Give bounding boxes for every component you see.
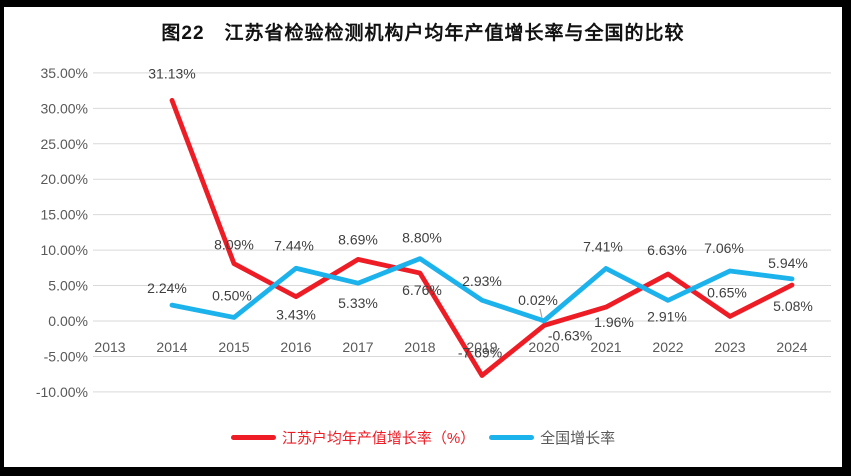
y-tick-label: 10.00% (41, 242, 88, 258)
x-tick-label: 2020 (528, 339, 559, 355)
chart-svg: 35.00% 30.00% 25.00% 20.00% 15.00% 10.00% 5.00… (36, 65, 831, 400)
y-tick-label: 30.00% (41, 100, 88, 116)
x-tick-label: 2016 (280, 339, 311, 355)
data-label-national: 7.44% (274, 237, 314, 253)
data-label-jiangsu: 0.65% (707, 284, 747, 300)
x-tick-label: 2015 (218, 339, 249, 355)
label-leader-line (539, 308, 543, 318)
data-label-national: 2.91% (647, 308, 687, 324)
data-label-jiangsu: 1.96% (594, 314, 634, 330)
data-label-national: 8.80% (402, 230, 442, 246)
data-label-national: 2.24% (147, 280, 187, 296)
data-label-national: 7.06% (704, 240, 744, 256)
y-tick-label: -10.00% (36, 384, 88, 400)
data-label-jiangsu: -0.63% (548, 327, 592, 343)
x-tick-label: 2019 (466, 339, 497, 355)
data-label-jiangsu: 5.08% (773, 298, 813, 314)
data-label-jiangsu: -7.69% (458, 345, 502, 361)
y-tick-label: 20.00% (41, 171, 88, 187)
series-line-jiangsu (169, 97, 795, 378)
data-label-national: 7.41% (583, 238, 623, 254)
data-label-jiangsu: 6.63% (647, 242, 687, 258)
data-label-national: 0.02% (518, 292, 558, 308)
x-tick-label: 2014 (156, 339, 187, 355)
x-tick-label: 2018 (404, 339, 435, 355)
series-line-national (169, 256, 795, 324)
y-tick-label: 15.00% (41, 207, 88, 223)
chart-card: 图22 江苏省检验检测机构户均年产值增长率与全国的比较 35.00% 30.00%… (4, 7, 842, 467)
y-tick-label: 5.00% (48, 278, 88, 294)
x-tick-label: 2013 (94, 339, 125, 355)
data-label-national: 5.33% (338, 295, 378, 311)
legend-label-national: 全国增长率 (540, 430, 616, 447)
y-tick-label: 35.00% (41, 65, 88, 81)
x-tick-label: 2024 (776, 339, 807, 355)
data-label-national: 5.94% (768, 255, 808, 271)
legend-item-national: 全国增长率 (489, 427, 615, 448)
legend-swatch-national (489, 435, 535, 440)
y-tick-label: 0.00% (48, 313, 88, 329)
y-tick-label: 25.00% (41, 136, 88, 152)
data-label-national: 0.50% (212, 287, 252, 303)
chart-legend: 江苏户均年产值增长率（%） 全国增长率 (4, 427, 842, 448)
chart-title: 图22 江苏省检验检测机构户均年产值增长率与全国的比较 (161, 23, 685, 44)
data-label-national: 2.93% (462, 273, 502, 289)
data-label-jiangsu: 3.43% (276, 307, 316, 323)
data-label-jiangsu: 6.76% (402, 282, 442, 298)
legend-label-jiangsu: 江苏户均年产值增长率（%） (281, 430, 476, 447)
y-tick-label: -5.00% (44, 348, 88, 364)
x-tick-label: 2021 (590, 339, 621, 355)
data-label-jiangsu: 8.69% (338, 231, 378, 247)
x-tick-label: 2017 (342, 339, 373, 355)
x-tick-label: 2023 (714, 339, 745, 355)
legend-swatch-jiangsu (230, 435, 276, 440)
x-tick-label: 2022 (652, 339, 683, 355)
legend-item-jiangsu: 江苏户均年产值增长率（%） (230, 427, 476, 448)
data-label-jiangsu: 8.09% (214, 237, 254, 253)
data-label-jiangsu: 31.13% (148, 65, 195, 81)
